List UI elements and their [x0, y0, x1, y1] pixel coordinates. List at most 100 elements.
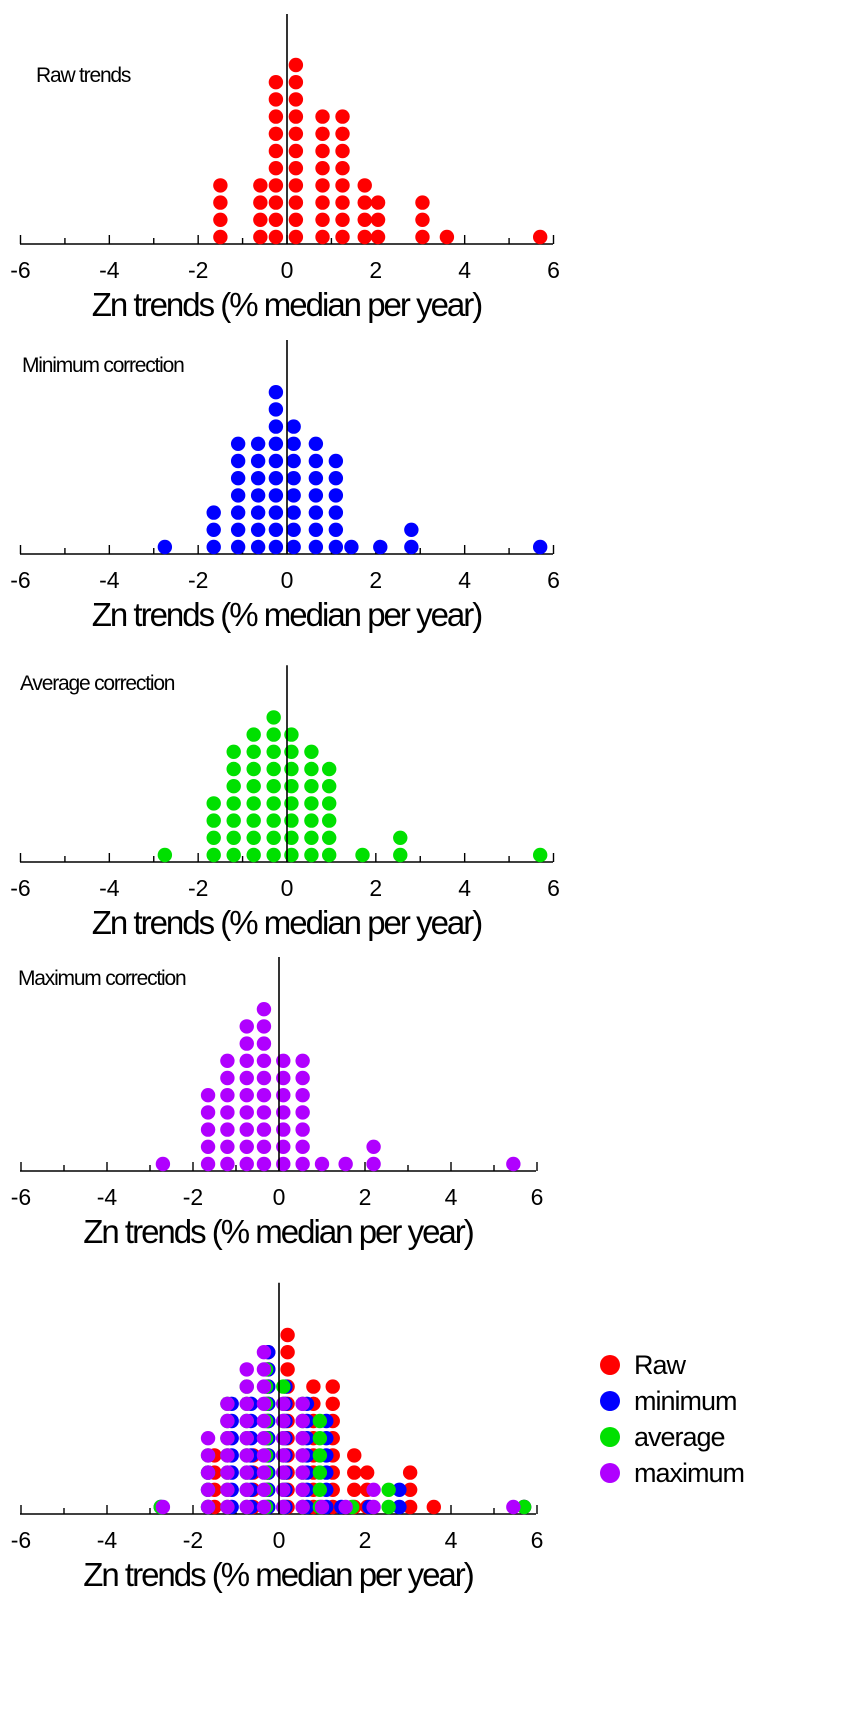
data-point-average [355, 847, 370, 863]
x-tick-label: 2 [369, 257, 382, 283]
data-point-maximum [220, 1088, 235, 1103]
data-point-raw [370, 195, 386, 210]
data-point-average [304, 847, 319, 863]
data-point-average [312, 1482, 328, 1498]
data-point-raw [370, 229, 386, 245]
data-point-raw [268, 92, 284, 107]
x-tick-label: -2 [188, 567, 208, 593]
x-tick-label: -4 [99, 567, 120, 593]
data-point-minimum [250, 453, 266, 469]
panel-combined: -6 -4 -2 0 2 4 6 Zn trends (% median per year) [11, 1282, 543, 1593]
data-point-minimum [286, 505, 301, 520]
data-point-average [532, 847, 548, 863]
x-tick-label: 2 [369, 567, 382, 593]
data-point-average [266, 744, 281, 759]
data-point-minimum [286, 436, 301, 451]
data-point-average [284, 830, 299, 845]
data-point-maximum [256, 1499, 272, 1515]
data-point-average [321, 813, 337, 828]
data-point-average [246, 761, 261, 777]
data-point-minimum [308, 522, 324, 537]
data-point-minimum [250, 539, 266, 555]
x-tick-label: 2 [369, 875, 382, 901]
data-point-raw [315, 178, 330, 193]
x-tick-label: -4 [99, 875, 120, 901]
x-tick-label: -2 [188, 257, 208, 283]
legend-marker-raw [600, 1355, 620, 1375]
data-point-average [304, 796, 319, 811]
data-point-average [206, 830, 221, 845]
data-point-minimum [250, 488, 266, 503]
data-point-raw [213, 195, 228, 210]
x-tick-label: 4 [458, 567, 471, 593]
data-point-average [206, 813, 221, 828]
data-point-minimum [328, 522, 344, 537]
data-point-raw [288, 161, 304, 176]
data-point-minimum [268, 488, 284, 503]
data-point-maximum [220, 1448, 235, 1463]
data-point-maximum [200, 1122, 216, 1137]
x-tick-label: -6 [10, 567, 30, 593]
data-point-raw [347, 1448, 362, 1463]
x-tick-label: 6 [547, 257, 560, 283]
data-point-raw [315, 229, 330, 245]
data-point-maximum [366, 1482, 381, 1498]
data-point-minimum [532, 539, 548, 555]
data-point-raw [402, 1499, 418, 1515]
x-tick-label: 0 [273, 1527, 286, 1553]
data-point-raw [415, 195, 430, 210]
data-point-average [157, 847, 173, 863]
data-point-raw [347, 1482, 362, 1498]
data-point-raw [335, 143, 350, 159]
data-point-average [321, 796, 337, 811]
data-point-raw [268, 195, 284, 210]
data-point-maximum [200, 1105, 216, 1120]
data-point-maximum [295, 1413, 310, 1429]
data-point-maximum [295, 1396, 310, 1412]
data-point-raw [253, 195, 268, 210]
data-point-maximum [239, 1362, 254, 1377]
x-axis-label: Zn trends (% median per year) [83, 1556, 473, 1593]
data-point-raw [288, 109, 304, 124]
data-point-maximum [295, 1070, 310, 1086]
data-point-maximum [200, 1482, 216, 1498]
data-point-average [206, 847, 221, 863]
x-axis-label: Zn trends (% median per year) [92, 904, 482, 941]
data-point-raw [288, 212, 304, 227]
data-point-minimum [328, 505, 344, 520]
data-point-average [266, 847, 281, 863]
data-point-maximum [239, 1019, 254, 1034]
data-point-raw [357, 178, 372, 193]
data-point-maximum [295, 1431, 310, 1446]
data-point-minimum [157, 539, 173, 555]
data-point-average [381, 1499, 396, 1515]
panel-minimum-correction: Minimum correction -6 -4 -2 0 2 4 6 Zn trends (%… [10, 340, 560, 633]
data-point-raw [415, 212, 430, 227]
x-axis-label: Zn trends (% median per year) [92, 286, 482, 323]
data-point-average [266, 727, 281, 742]
x-tick-label: 4 [445, 1527, 458, 1553]
x-tick-label: 0 [281, 257, 294, 283]
data-point-minimum [206, 522, 221, 537]
data-point-maximum [256, 1053, 272, 1069]
data-point-minimum [286, 539, 301, 555]
data-point-average [266, 813, 281, 828]
data-point-average [226, 830, 241, 845]
data-point-minimum [268, 539, 284, 555]
panel-title: Minimum correction [22, 354, 184, 377]
data-point-maximum [220, 1053, 235, 1069]
x-tick-label: -6 [11, 1184, 31, 1210]
data-point-raw [315, 195, 330, 210]
data-point-maximum [239, 1431, 254, 1446]
data-point-maximum [366, 1139, 381, 1155]
data-point-minimum [268, 471, 284, 486]
data-point-maximum [220, 1482, 235, 1498]
data-point-maximum [220, 1396, 235, 1412]
data-point-average [284, 779, 299, 794]
data-point-raw [213, 229, 228, 245]
x-tick-label: 0 [273, 1184, 286, 1210]
data-point-maximum [256, 1396, 272, 1412]
data-point-raw [359, 1465, 375, 1480]
data-point-raw [288, 126, 304, 141]
data-point-average [226, 813, 241, 828]
